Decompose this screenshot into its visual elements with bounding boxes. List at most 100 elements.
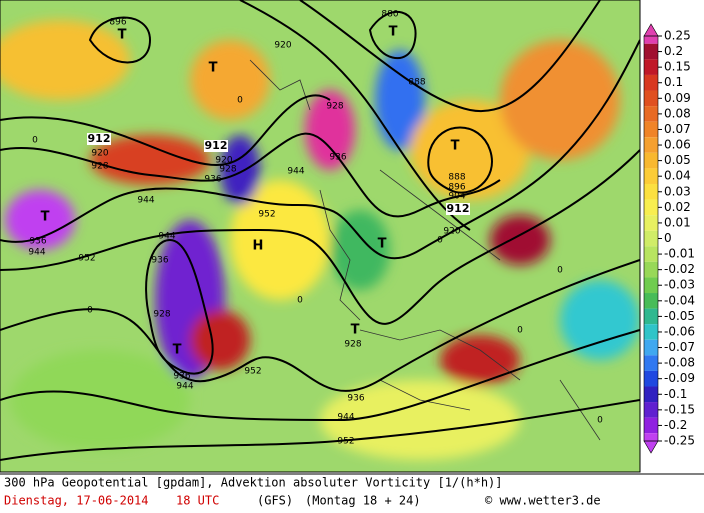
label-bg [446, 203, 470, 215]
colorbar-swatch [644, 402, 658, 418]
colorbar-label: -0.01 [664, 247, 695, 261]
colorbar-label: 0.04 [664, 169, 691, 183]
colorbar-swatch [644, 74, 658, 91]
colorbar-swatch [644, 199, 658, 216]
colorbar-label: 0.09 [664, 91, 691, 105]
footer-model: (GFS) [257, 494, 293, 508]
contour-label: 928 [326, 102, 343, 112]
footer-copyright: © www.wetter3.de [485, 494, 601, 508]
colorbar-label: -0.07 [664, 340, 695, 354]
colorbar-label: -0.09 [664, 371, 695, 385]
pressure-center: T [389, 25, 398, 40]
colorbar-label: -0.03 [664, 278, 695, 292]
contour-label: 928 [91, 162, 108, 172]
contour-label: 944 [287, 167, 304, 177]
colorbar-swatch [644, 324, 658, 340]
pressure-center: T [378, 237, 387, 252]
contour-label: 912 [88, 132, 111, 145]
map-frame [0, 0, 641, 473]
contour-label: 952 [337, 437, 354, 447]
pressure-center: H [253, 239, 264, 254]
colorbar-label: -0.04 [664, 293, 695, 307]
contour-label: 952 [244, 367, 261, 377]
contour-label: 944 [176, 382, 193, 392]
colorbar-label: -0.08 [664, 356, 695, 370]
contour-label: 936 [151, 256, 168, 266]
colorbar-label: 0.15 [664, 60, 691, 74]
contour-label: 936 [29, 237, 46, 247]
contour-label: 0 [437, 236, 443, 246]
colorbar-swatch [644, 168, 658, 184]
contour-label: 0 [517, 326, 523, 336]
coastlines [249, 59, 601, 441]
colorbar-bottom-arrow [643, 440, 659, 454]
colorbar-label: 0.2 [664, 44, 683, 58]
colorbar: 0.250.20.150.10.090.080.070.060.050.040.… [643, 23, 695, 454]
colorbar-swatch [644, 230, 658, 247]
contour-label: 904 [448, 192, 465, 202]
contour-label: 888 [448, 173, 465, 183]
colorbar-label: -0.05 [664, 309, 695, 323]
contour-label: 0 [297, 296, 303, 306]
colorbar-label: 0.25 [664, 29, 691, 43]
colorbar-swatch [644, 417, 658, 434]
colorbar-swatch [644, 293, 658, 309]
colorbar-label: 0.05 [664, 153, 691, 167]
colorbar-label: -0.06 [664, 324, 695, 338]
contour-label: 928 [153, 310, 170, 320]
colorbar-swatch [644, 339, 658, 356]
contour-label: 920 [91, 149, 108, 159]
colorbar-label: -0.25 [664, 434, 695, 448]
map-labels: 896T920T880T8889129209289129209289369449… [28, 10, 603, 447]
colorbar-swatch [644, 90, 658, 107]
pressure-center: T [209, 61, 218, 76]
colorbar-label: 0.1 [664, 75, 683, 89]
pressure-center: T [451, 139, 460, 154]
colorbar-swatch [644, 433, 658, 441]
contour-label: 896 [109, 18, 126, 28]
contour-label: 936 [347, 394, 364, 404]
colorbar-top-arrow [643, 23, 659, 37]
colorbar-swatch [644, 59, 658, 75]
colorbar-label: 0.08 [664, 106, 691, 120]
colorbar-swatch [644, 215, 658, 231]
colorbar-label: 0.07 [664, 122, 691, 136]
colorbar-swatch [644, 152, 658, 169]
contour-label: 936 [173, 372, 190, 382]
colorbar-swatch [644, 183, 658, 200]
contour-label: 920 [443, 227, 460, 237]
colorbar-swatch [644, 370, 658, 387]
pressure-center: T [118, 28, 127, 43]
contour-label: 0 [237, 96, 243, 106]
colorbar-swatch [644, 43, 658, 60]
colorbar-label: 0 [664, 231, 672, 245]
colorbar-swatch [644, 137, 658, 153]
colorbar-swatch [644, 308, 658, 325]
contour-label: 896 [448, 183, 465, 193]
contour-label: 936 [204, 175, 221, 185]
colorbar-swatch [644, 386, 658, 403]
colorbar-label: 0.01 [664, 215, 691, 229]
contour-label: 0 [32, 136, 38, 146]
map: 896T920T880T8889129209289129209289369449… [0, 0, 640, 472]
contour-label: 944 [337, 413, 354, 423]
colorbar-swatch [644, 246, 658, 262]
label-bg [204, 140, 228, 152]
contour-label: 920 [274, 41, 291, 51]
contour-label: 912 [447, 202, 470, 215]
contour-label: 936 [329, 153, 346, 163]
colorbar-swatch [644, 36, 658, 44]
contour-label: 928 [344, 340, 361, 350]
footer-date: Dienstag, 17-06-2014 [4, 494, 149, 508]
contour-label: 880 [381, 10, 398, 20]
colorbar-label: -0.15 [664, 402, 695, 416]
contour-label: 920 [215, 156, 232, 166]
colorbar-label: -0.1 [664, 387, 687, 401]
colorbar-swatch [644, 277, 658, 294]
contour-label: 0 [597, 416, 603, 426]
pressure-center: T [351, 323, 360, 338]
colorbar-label: 0.02 [664, 200, 691, 214]
contour-label: 952 [78, 254, 95, 264]
label-bg [87, 133, 111, 145]
